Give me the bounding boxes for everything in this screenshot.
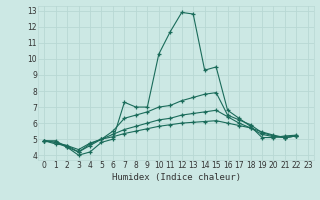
X-axis label: Humidex (Indice chaleur): Humidex (Indice chaleur) [111, 173, 241, 182]
